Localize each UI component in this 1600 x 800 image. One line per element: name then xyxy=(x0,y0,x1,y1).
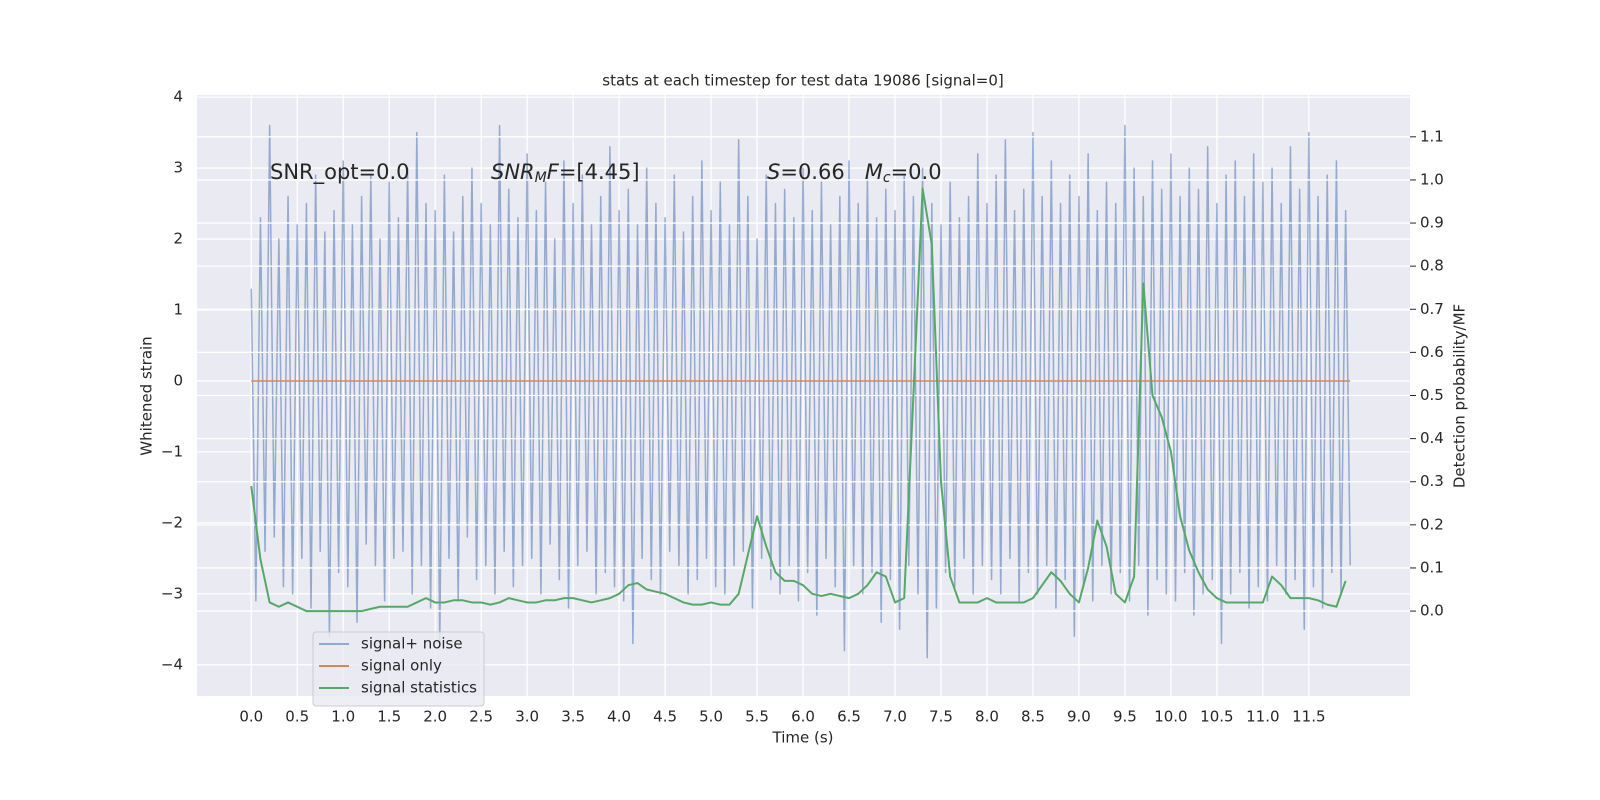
y2-tick-label: 0.8 xyxy=(1420,257,1444,275)
x-tick-label: 3.0 xyxy=(515,708,539,726)
x-tick-label: 5.0 xyxy=(699,708,723,726)
y2-tick-label: 0.7 xyxy=(1420,300,1444,318)
annotation-part: F xyxy=(547,160,560,184)
legend-label: signal only xyxy=(361,657,442,675)
y2-tick-label: 0.2 xyxy=(1420,515,1444,533)
x-tick-label: 5.5 xyxy=(745,708,769,726)
x-axis-label: Time (s) xyxy=(772,729,834,747)
y-tick-label: −3 xyxy=(161,584,183,602)
y2-tick-label: 1.0 xyxy=(1420,170,1444,188)
legend-label: signal+ noise xyxy=(361,635,463,653)
x-tick-label: 2.5 xyxy=(469,708,493,726)
annotation-part: c xyxy=(883,170,891,186)
x-tick-label: 7.0 xyxy=(883,708,907,726)
y2-tick-label: 0.0 xyxy=(1420,602,1444,620)
annotation: SNR_opt=0.0 xyxy=(270,160,410,185)
x-tick-label: 0.5 xyxy=(285,708,309,726)
x-tick-label: 11.5 xyxy=(1292,708,1325,726)
over-layer xyxy=(197,136,1410,613)
x-tick-label: 4.0 xyxy=(607,708,631,726)
annotation-part: =0.0 xyxy=(891,160,942,184)
y2-tick-label: 1.1 xyxy=(1420,127,1444,145)
y-tick-label: 2 xyxy=(173,230,183,248)
x-tick-label: 10.0 xyxy=(1154,708,1187,726)
chart-title: stats at each timestep for test data 190… xyxy=(602,72,1003,90)
x-tick-label: 2.0 xyxy=(423,708,447,726)
x-tick-label: 6.5 xyxy=(837,708,861,726)
y-tick-label: −4 xyxy=(161,655,183,673)
x-tick-label: 8.0 xyxy=(975,708,999,726)
annotation-part: S xyxy=(767,160,780,184)
x-tick-label: 9.5 xyxy=(1113,708,1137,726)
x-tick-label: 10.5 xyxy=(1200,708,1233,726)
y2-tick-label: 0.5 xyxy=(1420,386,1444,404)
annotation-part: SNR xyxy=(491,160,535,184)
x-tick-label: 7.5 xyxy=(929,708,953,726)
x-tick-label: 1.5 xyxy=(377,708,401,726)
y-axis-label: Whitened strain xyxy=(138,336,156,455)
x-tick-label: 8.5 xyxy=(1021,708,1045,726)
y-tick-label: −2 xyxy=(161,513,183,531)
x-tick-label: 0.0 xyxy=(239,708,263,726)
annotation-part: M xyxy=(865,160,883,184)
annotation: SNRMF=[4.45] xyxy=(491,160,640,186)
y2-tick-label: 0.9 xyxy=(1420,214,1444,232)
y-tick-label: 0 xyxy=(173,371,183,389)
annotation-part: SNR_opt=0.0 xyxy=(270,160,410,185)
y2-tick-label: 0.4 xyxy=(1420,429,1444,447)
annotation-part: =0.66 xyxy=(780,160,864,184)
annotation-part: =[4.45] xyxy=(559,160,640,184)
x-tick-label: 4.5 xyxy=(653,708,677,726)
legend-box xyxy=(312,631,485,707)
y-tick-label: 1 xyxy=(173,300,183,318)
x-tick-label: 9.0 xyxy=(1067,708,1091,726)
series-line xyxy=(250,124,1351,659)
y-tick-label: 3 xyxy=(173,159,183,177)
annotation-part: M xyxy=(535,170,547,186)
annotation: S=0.66 Mc=0.0 xyxy=(767,160,942,186)
y2-tick-label: 0.6 xyxy=(1420,343,1444,361)
legend-label: signal statistics xyxy=(361,679,477,697)
x-tick-label: 1.0 xyxy=(331,708,355,726)
series-line xyxy=(250,187,1347,613)
x-tick-label: 6.0 xyxy=(791,708,815,726)
x-tick-label: 3.5 xyxy=(561,708,585,726)
x-tick-label: 11.0 xyxy=(1246,708,1279,726)
y-tick-label: 4 xyxy=(173,88,183,106)
y2-tick-label: 0.3 xyxy=(1420,472,1444,490)
y2-axis-label: Detection probability/MF xyxy=(1451,304,1469,488)
y2-tick-label: 0.1 xyxy=(1420,558,1444,576)
y-tick-label: −1 xyxy=(161,442,183,460)
